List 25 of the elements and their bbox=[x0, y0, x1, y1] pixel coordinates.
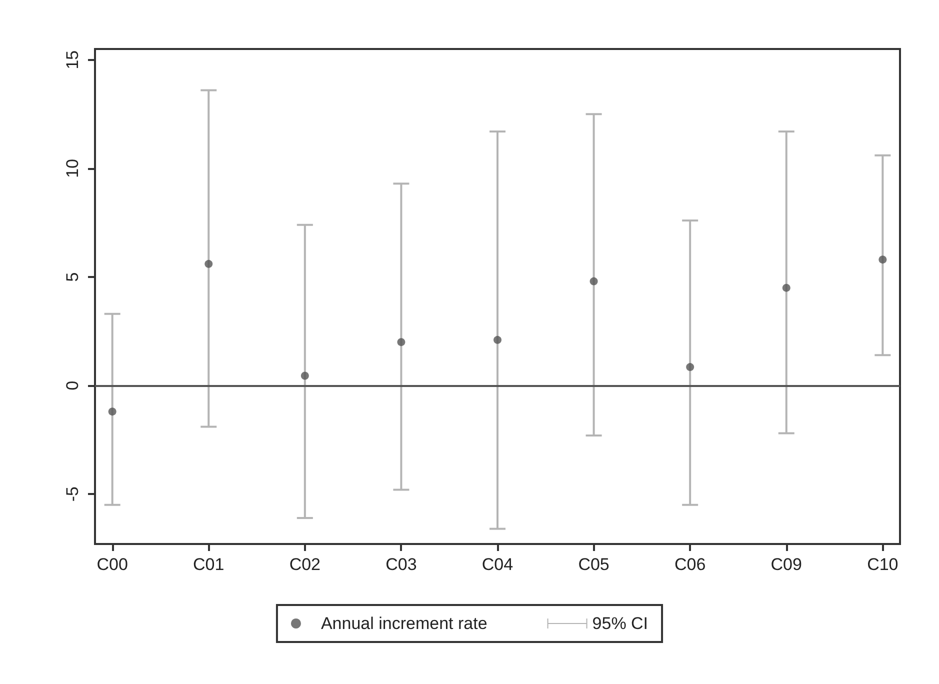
point bbox=[590, 277, 598, 286]
point bbox=[878, 256, 887, 264]
x-tick-label: C06 bbox=[674, 555, 706, 574]
text: 95% CI bbox=[592, 614, 648, 633]
y-tick-label: 10 bbox=[63, 158, 82, 178]
point bbox=[686, 363, 694, 372]
point bbox=[108, 408, 116, 416]
x-tick-label: C00 bbox=[96, 555, 128, 574]
x-tick-label: C01 bbox=[193, 555, 224, 574]
point bbox=[494, 336, 502, 344]
x-tick-label: C09 bbox=[770, 555, 802, 574]
x-tick-label: C04 bbox=[482, 555, 514, 574]
x-tick-label: C03 bbox=[386, 555, 417, 574]
point bbox=[397, 338, 406, 346]
y-tick-label: -5 bbox=[63, 486, 82, 502]
y-tick-label: 15 bbox=[63, 50, 82, 70]
y-tick-label: 0 bbox=[63, 380, 82, 390]
x-tick-label: C10 bbox=[867, 555, 898, 574]
point bbox=[782, 284, 790, 292]
x-tick-label: C05 bbox=[578, 555, 610, 574]
x-tick-label: C02 bbox=[289, 555, 321, 574]
legend-label: Annual increment rate bbox=[320, 614, 488, 633]
point bbox=[300, 372, 309, 380]
y-tick-label: 5 bbox=[63, 272, 82, 282]
point bbox=[204, 260, 213, 268]
